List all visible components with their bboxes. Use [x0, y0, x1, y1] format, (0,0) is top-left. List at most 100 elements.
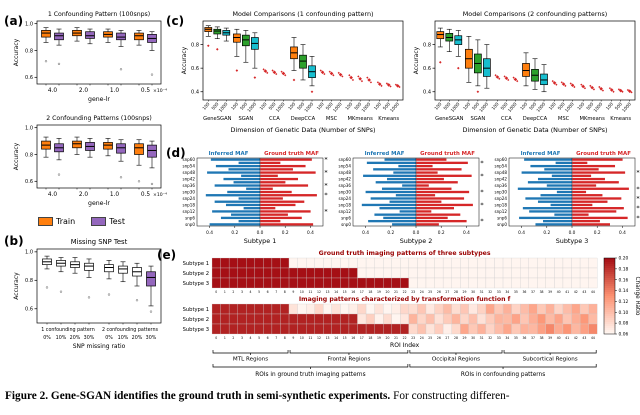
svg-text:100: 100 — [259, 101, 269, 111]
svg-text:500: 500 — [353, 101, 363, 111]
svg-text:*: * — [324, 207, 328, 215]
chart-accuracy-1-confounding: 1 Confounding Pattern (100snps) Accuracy 0… — [10, 8, 168, 111]
svg-text:1000: 1000 — [275, 101, 287, 113]
svg-text:snp18: snp18 — [182, 202, 195, 207]
svg-text:0.6: 0.6 — [25, 307, 33, 313]
svg-text:Ground truth imaging patterns: Ground truth imaging patterns of three s… — [319, 250, 491, 257]
svg-text:GeneSGAN: GeneSGAN — [203, 116, 232, 122]
svg-text:2.0: 2.0 — [79, 192, 89, 198]
a1-plot: 1 Confounding Pattern (100snps) Accuracy 0… — [13, 11, 167, 103]
svg-text:1000: 1000 — [564, 101, 576, 113]
svg-text:1 Confounding Pattern (100snps: 1 Confounding Pattern (100snps) — [48, 11, 150, 18]
svg-text:33: 33 — [497, 336, 501, 340]
svg-text:5: 5 — [258, 336, 260, 340]
svg-text:1000: 1000 — [450, 101, 462, 113]
svg-text:1000: 1000 — [303, 101, 315, 113]
svg-text:1000: 1000 — [593, 101, 605, 113]
svg-text:1.0: 1.0 — [110, 192, 120, 198]
svg-text:0.2: 0.2 — [231, 230, 238, 236]
svg-text:500: 500 — [325, 101, 335, 111]
svg-text:500: 500 — [210, 101, 220, 111]
svg-text:0.8: 0.8 — [423, 42, 431, 48]
svg-text:22: 22 — [403, 336, 407, 340]
svg-text:*: * — [480, 188, 484, 196]
svg-text:SGAN: SGAN — [470, 116, 485, 122]
svg-text:31: 31 — [480, 336, 484, 340]
svg-text:snp36: snp36 — [182, 183, 195, 188]
svg-text:Accuracy: Accuracy — [181, 46, 188, 74]
svg-text:100: 100 — [316, 101, 326, 111]
panel-c-label: (c) — [166, 14, 185, 28]
svg-text:0.4: 0.4 — [307, 230, 314, 236]
svg-text:14: 14 — [334, 290, 338, 294]
svg-text:snp6: snp6 — [497, 215, 507, 220]
svg-text:4: 4 — [250, 336, 252, 340]
svg-text:1.0: 1.0 — [25, 250, 33, 256]
svg-text:19: 19 — [377, 336, 381, 340]
svg-text:500: 500 — [500, 101, 510, 111]
svg-text:GeneSGAN: GeneSGAN — [435, 116, 464, 122]
panel-a-label: (a) — [4, 14, 24, 28]
svg-text:8: 8 — [284, 336, 286, 340]
svg-text:20: 20 — [386, 290, 390, 294]
svg-text:snp0: snp0 — [185, 222, 195, 227]
svg-text:0.4: 0.4 — [362, 230, 369, 236]
svg-text:Model Comparisons (2 confoundi: Model Comparisons (2 confounding pattern… — [463, 10, 607, 18]
svg-text:23: 23 — [411, 290, 415, 294]
svg-text:Dimension of Genetic Data (Num: Dimension of Genetic Data (Number of SNP… — [231, 126, 376, 134]
svg-text:Change Ratio: Change Ratio — [634, 277, 640, 316]
svg-text:32: 32 — [488, 290, 492, 294]
svg-text:13: 13 — [326, 336, 330, 340]
svg-text:12: 12 — [317, 290, 321, 294]
svg-text:0.6: 0.6 — [25, 179, 33, 185]
svg-text:snp60: snp60 — [182, 157, 195, 162]
svg-text:0: 0 — [215, 290, 217, 294]
svg-text:0.0: 0.0 — [569, 230, 576, 236]
svg-text:*: * — [480, 172, 484, 180]
svg-text:43: 43 — [582, 290, 586, 294]
svg-text:snp18: snp18 — [338, 202, 351, 207]
svg-text:DeepCCA: DeepCCA — [523, 116, 548, 122]
svg-text:snp6: snp6 — [341, 215, 351, 220]
svg-text:500: 500 — [268, 101, 278, 111]
svg-text:snp24: snp24 — [494, 196, 507, 201]
svg-text:0: 0 — [215, 336, 217, 340]
svg-text:38: 38 — [540, 336, 544, 340]
svg-text:21: 21 — [394, 290, 398, 294]
svg-text:6: 6 — [267, 336, 269, 340]
svg-text:0.2: 0.2 — [282, 230, 289, 236]
svg-text:Subtype 1: Subtype 1 — [183, 261, 209, 267]
svg-text:0.6: 0.6 — [25, 75, 33, 81]
svg-text:×10⁻⁴: ×10⁻⁴ — [153, 192, 167, 198]
svg-text:20%: 20% — [70, 335, 81, 341]
svg-text:snp30: snp30 — [494, 189, 507, 194]
svg-text:30: 30 — [471, 290, 475, 294]
svg-text:4.0: 4.0 — [48, 192, 58, 198]
svg-text:snp48: snp48 — [182, 170, 195, 175]
svg-text:*: * — [324, 191, 328, 199]
svg-text:gene-lr: gene-lr — [88, 200, 110, 207]
svg-text:37: 37 — [531, 290, 535, 294]
svg-text:Missing SNP Test: Missing SNP Test — [71, 238, 128, 246]
svg-text:*: * — [324, 169, 328, 177]
svg-text:0.06: 0.06 — [619, 332, 629, 338]
svg-text:10%: 10% — [118, 335, 129, 341]
caption-bold-text: Gene-SGAN identifies the ground truth in… — [50, 390, 391, 402]
svg-text:0.0: 0.0 — [257, 230, 264, 236]
svg-text:31: 31 — [480, 290, 484, 294]
panel-e-label: (e) — [157, 248, 177, 262]
panel-b-label: (b) — [4, 234, 24, 248]
svg-text:Accuracy: Accuracy — [413, 46, 420, 74]
svg-text:MKmeans: MKmeans — [579, 116, 605, 122]
svg-text:17: 17 — [360, 290, 364, 294]
svg-text:Subtype 3: Subtype 3 — [556, 237, 589, 245]
svg-text:24: 24 — [420, 336, 424, 340]
svg-text:snp60: snp60 — [494, 157, 507, 162]
svg-text:Ground truth MAF: Ground truth MAF — [420, 151, 475, 157]
svg-text:3: 3 — [241, 290, 243, 294]
svg-text:1000: 1000 — [246, 101, 258, 113]
train-swatch — [38, 217, 53, 226]
svg-text:29: 29 — [463, 336, 467, 340]
svg-text:Subtype 3: Subtype 3 — [183, 281, 209, 287]
svg-text:0.8: 0.8 — [25, 278, 33, 284]
